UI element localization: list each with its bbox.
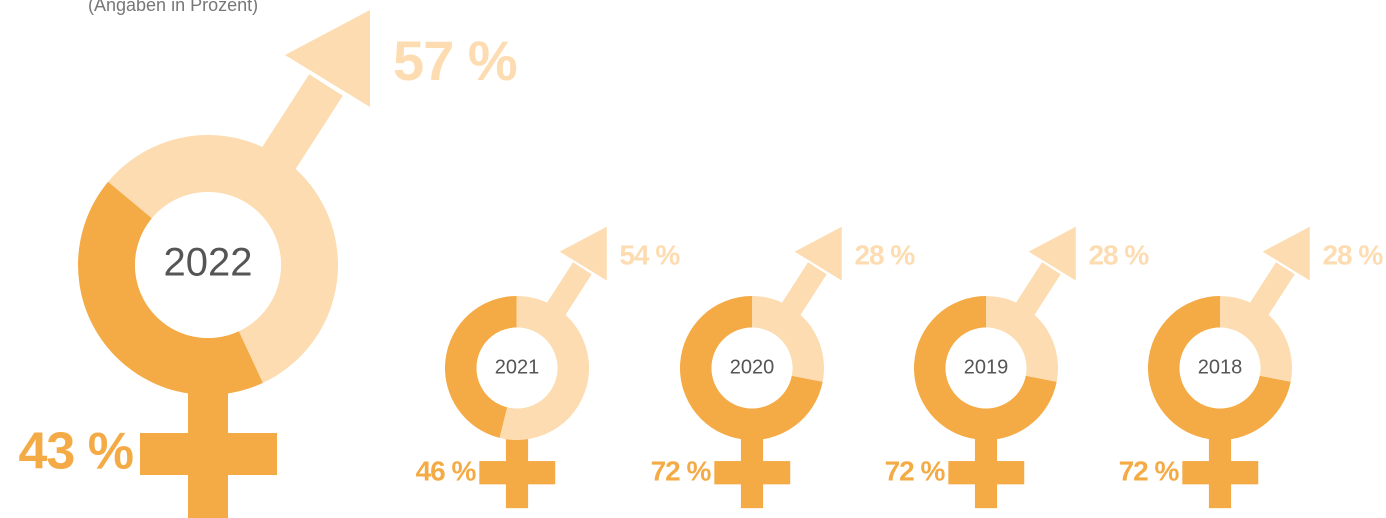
male-value-label: 28 % — [854, 240, 915, 271]
donut-hole — [476, 327, 558, 409]
donut-segment — [108, 135, 338, 383]
female-value-label: 72 % — [885, 456, 946, 487]
male-value-label: 28 % — [1322, 240, 1383, 271]
donut-segment — [913, 295, 1057, 441]
donut-hole — [945, 327, 1027, 409]
male-arrow-head — [1262, 226, 1310, 281]
male-value-label: 28 % — [1088, 240, 1149, 271]
donut-segment — [986, 295, 1059, 382]
female-value-label: 72 % — [1119, 456, 1180, 487]
center-label: 2022 — [164, 241, 253, 285]
donut-segment — [499, 295, 590, 441]
center-label: 2018 — [1198, 356, 1243, 378]
female-cross-bar — [948, 461, 1025, 485]
donut-segment — [679, 295, 823, 441]
female-cross-bar — [479, 461, 556, 485]
female-value-label: 43 % — [18, 423, 133, 481]
female-cross-bar — [140, 433, 277, 475]
female-value-label: 46 % — [416, 456, 477, 487]
donut-segment — [752, 295, 825, 382]
donut-hole — [1179, 327, 1261, 409]
center-label: 2020 — [730, 356, 775, 378]
male-arrow-head — [794, 226, 842, 281]
donut-segment — [1147, 295, 1291, 441]
male-value-label: 57 % — [393, 29, 517, 92]
subtitle: (Angaben in Prozent) — [88, 0, 258, 15]
male-arrow-head — [559, 226, 607, 281]
donut-hole — [135, 192, 281, 338]
female-value-label: 72 % — [651, 456, 712, 487]
male-value-label: 54 % — [619, 240, 680, 271]
center-label: 2019 — [964, 356, 1009, 378]
donut-hole — [711, 327, 793, 409]
male-arrow-head — [1028, 226, 1076, 281]
female-cross-bar — [714, 461, 791, 485]
center-label: 2021 — [495, 356, 540, 378]
donut-segment — [444, 295, 517, 438]
male-arrow-head — [285, 10, 370, 107]
female-cross-bar — [1182, 461, 1259, 485]
donut-segment — [77, 181, 263, 396]
donut-segment — [1220, 295, 1293, 382]
